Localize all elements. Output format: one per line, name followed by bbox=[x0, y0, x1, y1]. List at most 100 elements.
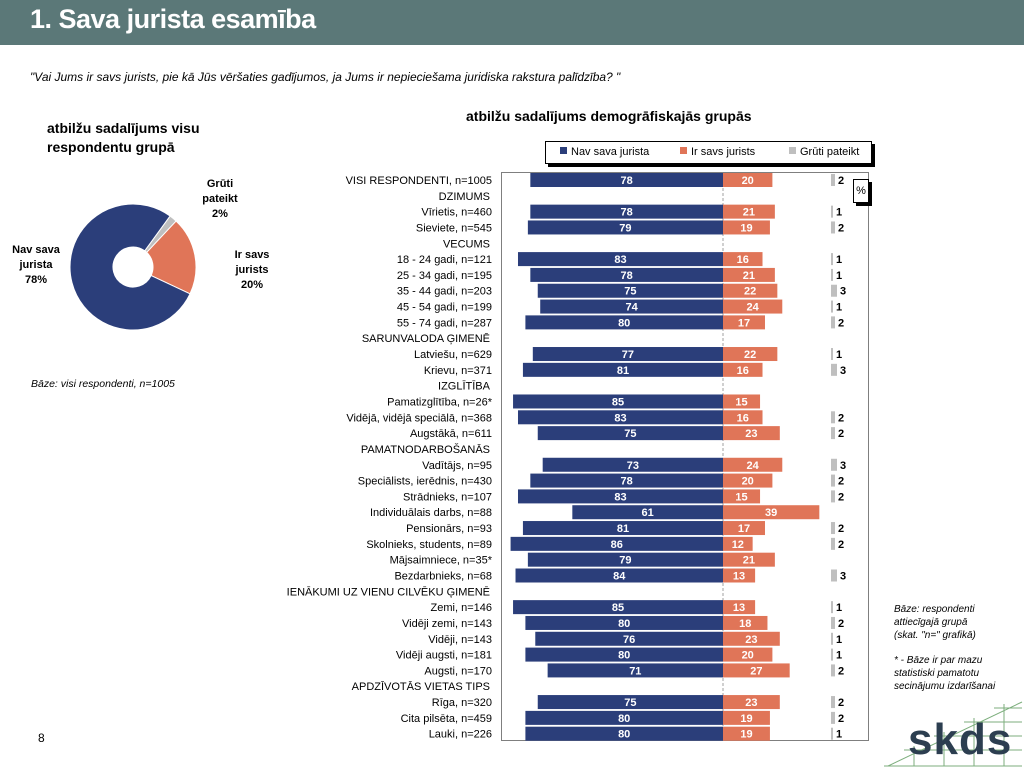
category-header: VECUMS bbox=[443, 238, 490, 250]
legend-swatch-nav bbox=[560, 147, 567, 154]
bar-nav bbox=[525, 726, 723, 741]
row-label: Vīrietis, n=460 bbox=[421, 207, 492, 219]
bar-gruti-value: 2 bbox=[838, 539, 844, 551]
row-label: Vadītājs, n=95 bbox=[422, 460, 492, 472]
bar-nav bbox=[540, 299, 723, 314]
bar-ir bbox=[723, 347, 778, 362]
bar-gruti bbox=[831, 348, 833, 361]
category-header: PAMATNODARBOŠANĀS bbox=[361, 443, 490, 456]
bar-ir-value: 15 bbox=[735, 491, 747, 503]
bar-nav-value: 83 bbox=[614, 412, 626, 424]
bar-nav-value: 86 bbox=[611, 539, 623, 551]
bar-ir-value: 23 bbox=[745, 428, 757, 440]
bar-nav bbox=[522, 362, 723, 377]
row-label: VISI RESPONDENTI, n=1005 bbox=[346, 175, 492, 187]
bar-nav bbox=[572, 505, 723, 520]
bar-gruti-value: 2 bbox=[838, 491, 844, 503]
bar-ir bbox=[723, 536, 753, 551]
logo-grid bbox=[884, 701, 1023, 767]
bar-nav-value: 79 bbox=[619, 555, 631, 567]
bar-nav-value: 78 bbox=[621, 476, 633, 488]
pie-title-line1: atbilžu sadalījums visu bbox=[47, 120, 200, 136]
bar-nav bbox=[530, 173, 723, 187]
bar-ir-value: 20 bbox=[742, 650, 754, 662]
bar-gruti bbox=[831, 522, 835, 535]
row-label: Speciālists, ierēdnis, n=430 bbox=[358, 476, 492, 488]
page-number: 8 bbox=[38, 731, 45, 745]
bar-gruti-value: 2 bbox=[838, 222, 844, 234]
row-label: 45 - 54 gadi, n=199 bbox=[397, 302, 492, 314]
bar-gruti-value: 2 bbox=[838, 412, 844, 424]
bar-nav-value: 74 bbox=[625, 302, 638, 314]
bar-gruti-value: 1 bbox=[836, 254, 842, 266]
bar-nav bbox=[517, 410, 723, 425]
bar-gruti bbox=[831, 316, 835, 329]
row-label: Rīga, n=320 bbox=[432, 697, 492, 709]
bar-nav bbox=[525, 647, 723, 662]
bar-ir-value: 20 bbox=[742, 476, 754, 488]
row-label: Sieviete, n=545 bbox=[416, 222, 492, 234]
bar-ir-value: 21 bbox=[743, 207, 755, 219]
bar-nav-value: 71 bbox=[629, 665, 641, 677]
bar-gruti-value: 2 bbox=[838, 317, 844, 329]
bar-nav-value: 80 bbox=[618, 618, 630, 630]
bar-nav-value: 78 bbox=[621, 175, 633, 187]
page-title: 1. Sava jurista esamība bbox=[30, 4, 316, 34]
bar-nav bbox=[530, 204, 723, 219]
bar-gruti-value: 2 bbox=[838, 428, 844, 440]
side-note-line6: secinājumu izdarīšanai bbox=[894, 681, 996, 692]
category-header: SARUNVALODA ĢIMENĒ bbox=[362, 333, 490, 345]
bar-nav-value: 78 bbox=[621, 207, 633, 219]
bar-nav bbox=[525, 710, 723, 725]
pie-label-ir-line2: jurists bbox=[235, 264, 269, 276]
bar-nav bbox=[547, 663, 723, 678]
pie-label-ir-line1: Ir savs bbox=[234, 249, 270, 261]
bar-nav-value: 80 bbox=[618, 650, 630, 662]
pie-label-ir-value: 20% bbox=[240, 279, 264, 291]
legend-item-nav: Nav sava jurista bbox=[560, 146, 649, 158]
bar-ir-value: 16 bbox=[737, 254, 749, 266]
bar-gruti bbox=[831, 711, 835, 724]
pie-label-gruti: Grūti pateikt 2% bbox=[190, 177, 250, 222]
bar-nav-value: 79 bbox=[619, 222, 631, 234]
bar-gruti bbox=[831, 537, 835, 550]
pie-label-ir: Ir savs jurists 20% bbox=[222, 248, 282, 293]
bar-ir bbox=[723, 252, 763, 267]
side-note-line2: attiecīgajā grupā bbox=[894, 617, 968, 628]
bar-ir bbox=[723, 299, 783, 314]
bar-nav-value: 75 bbox=[624, 428, 636, 440]
row-label: Vidējā, vidējā speciālā, n=368 bbox=[346, 412, 492, 424]
row-label: 25 - 34 gadi, n=195 bbox=[397, 270, 492, 282]
row-label: Krievu, n=371 bbox=[424, 365, 492, 377]
bar-gruti bbox=[831, 696, 835, 709]
bar-gruti bbox=[831, 174, 835, 186]
bar-nav bbox=[513, 394, 723, 409]
bar-gruti-value: 2 bbox=[838, 665, 844, 677]
bar-gruti bbox=[831, 363, 837, 376]
bar-nav-value: 83 bbox=[614, 491, 626, 503]
bar-ir bbox=[723, 615, 768, 630]
bar-ir bbox=[723, 457, 783, 472]
bar-ir bbox=[723, 663, 790, 678]
bar-ir-value: 21 bbox=[743, 555, 755, 567]
bar-ir bbox=[723, 505, 820, 520]
bar-ir bbox=[723, 647, 773, 662]
row-label: Strādnieks, n=107 bbox=[403, 491, 492, 503]
bar-nav bbox=[537, 695, 723, 710]
bar-gruti bbox=[831, 569, 837, 582]
bar-gruti bbox=[831, 474, 835, 487]
bar-ir-value: 13 bbox=[733, 571, 745, 583]
bar-ir-value: 23 bbox=[745, 697, 757, 709]
bar-gruti-value: 1 bbox=[836, 270, 842, 282]
bar-nav-value: 73 bbox=[627, 460, 639, 472]
bar-ir-value: 27 bbox=[750, 665, 762, 677]
bar-nav-value: 76 bbox=[623, 634, 635, 646]
bar-ir-value: 19 bbox=[740, 222, 752, 234]
pie-label-gruti-line2: pateikt bbox=[202, 193, 238, 205]
bar-nav-value: 75 bbox=[624, 697, 636, 709]
pie-title-line2: respondentu grupā bbox=[47, 139, 175, 155]
bar-gruti-value: 1 bbox=[836, 650, 842, 662]
bar-nav bbox=[515, 568, 723, 583]
bar-ir-value: 15 bbox=[735, 396, 747, 408]
bar-ir bbox=[723, 315, 765, 330]
